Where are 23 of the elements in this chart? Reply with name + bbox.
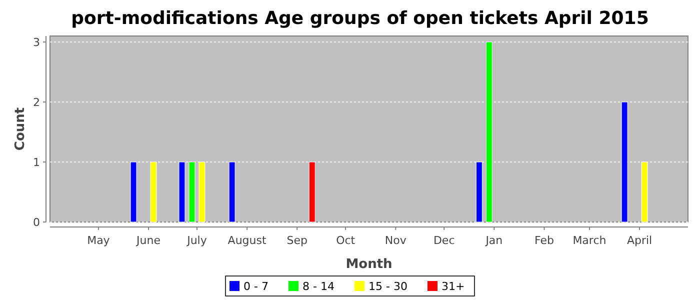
x-tick-label: Jan	[484, 234, 503, 247]
y-tick-label: 2	[33, 96, 40, 109]
x-tick-label: March	[572, 234, 606, 247]
x-tick-label: August	[228, 234, 267, 247]
x-tick-label: May	[87, 234, 110, 247]
x-tick-label: June	[136, 234, 161, 247]
x-tick-label: April	[626, 234, 652, 247]
x-tick-label: Feb	[534, 234, 554, 247]
x-axis-title: Month	[346, 257, 392, 272]
y-tick-label: 1	[33, 156, 40, 169]
x-tick-label: Oct	[336, 234, 356, 247]
y-tick-label: 3	[33, 36, 40, 49]
legend-label: 8 - 14	[302, 280, 334, 293]
chart-title: port-modifications Age groups of open tickets April 2015	[71, 8, 649, 29]
x-tick-label: Dec	[433, 234, 455, 247]
legend-label: 15 - 30	[368, 280, 408, 293]
x-tick-label: Nov	[384, 234, 407, 247]
y-axis-title: Count	[13, 107, 28, 151]
x-tick-label: July	[186, 234, 208, 247]
x-tick-label: Sep	[286, 234, 308, 247]
legend-label: 0 - 7	[244, 280, 268, 293]
y-tick-label: 0	[33, 216, 40, 229]
legend-label: 31+	[442, 280, 465, 293]
